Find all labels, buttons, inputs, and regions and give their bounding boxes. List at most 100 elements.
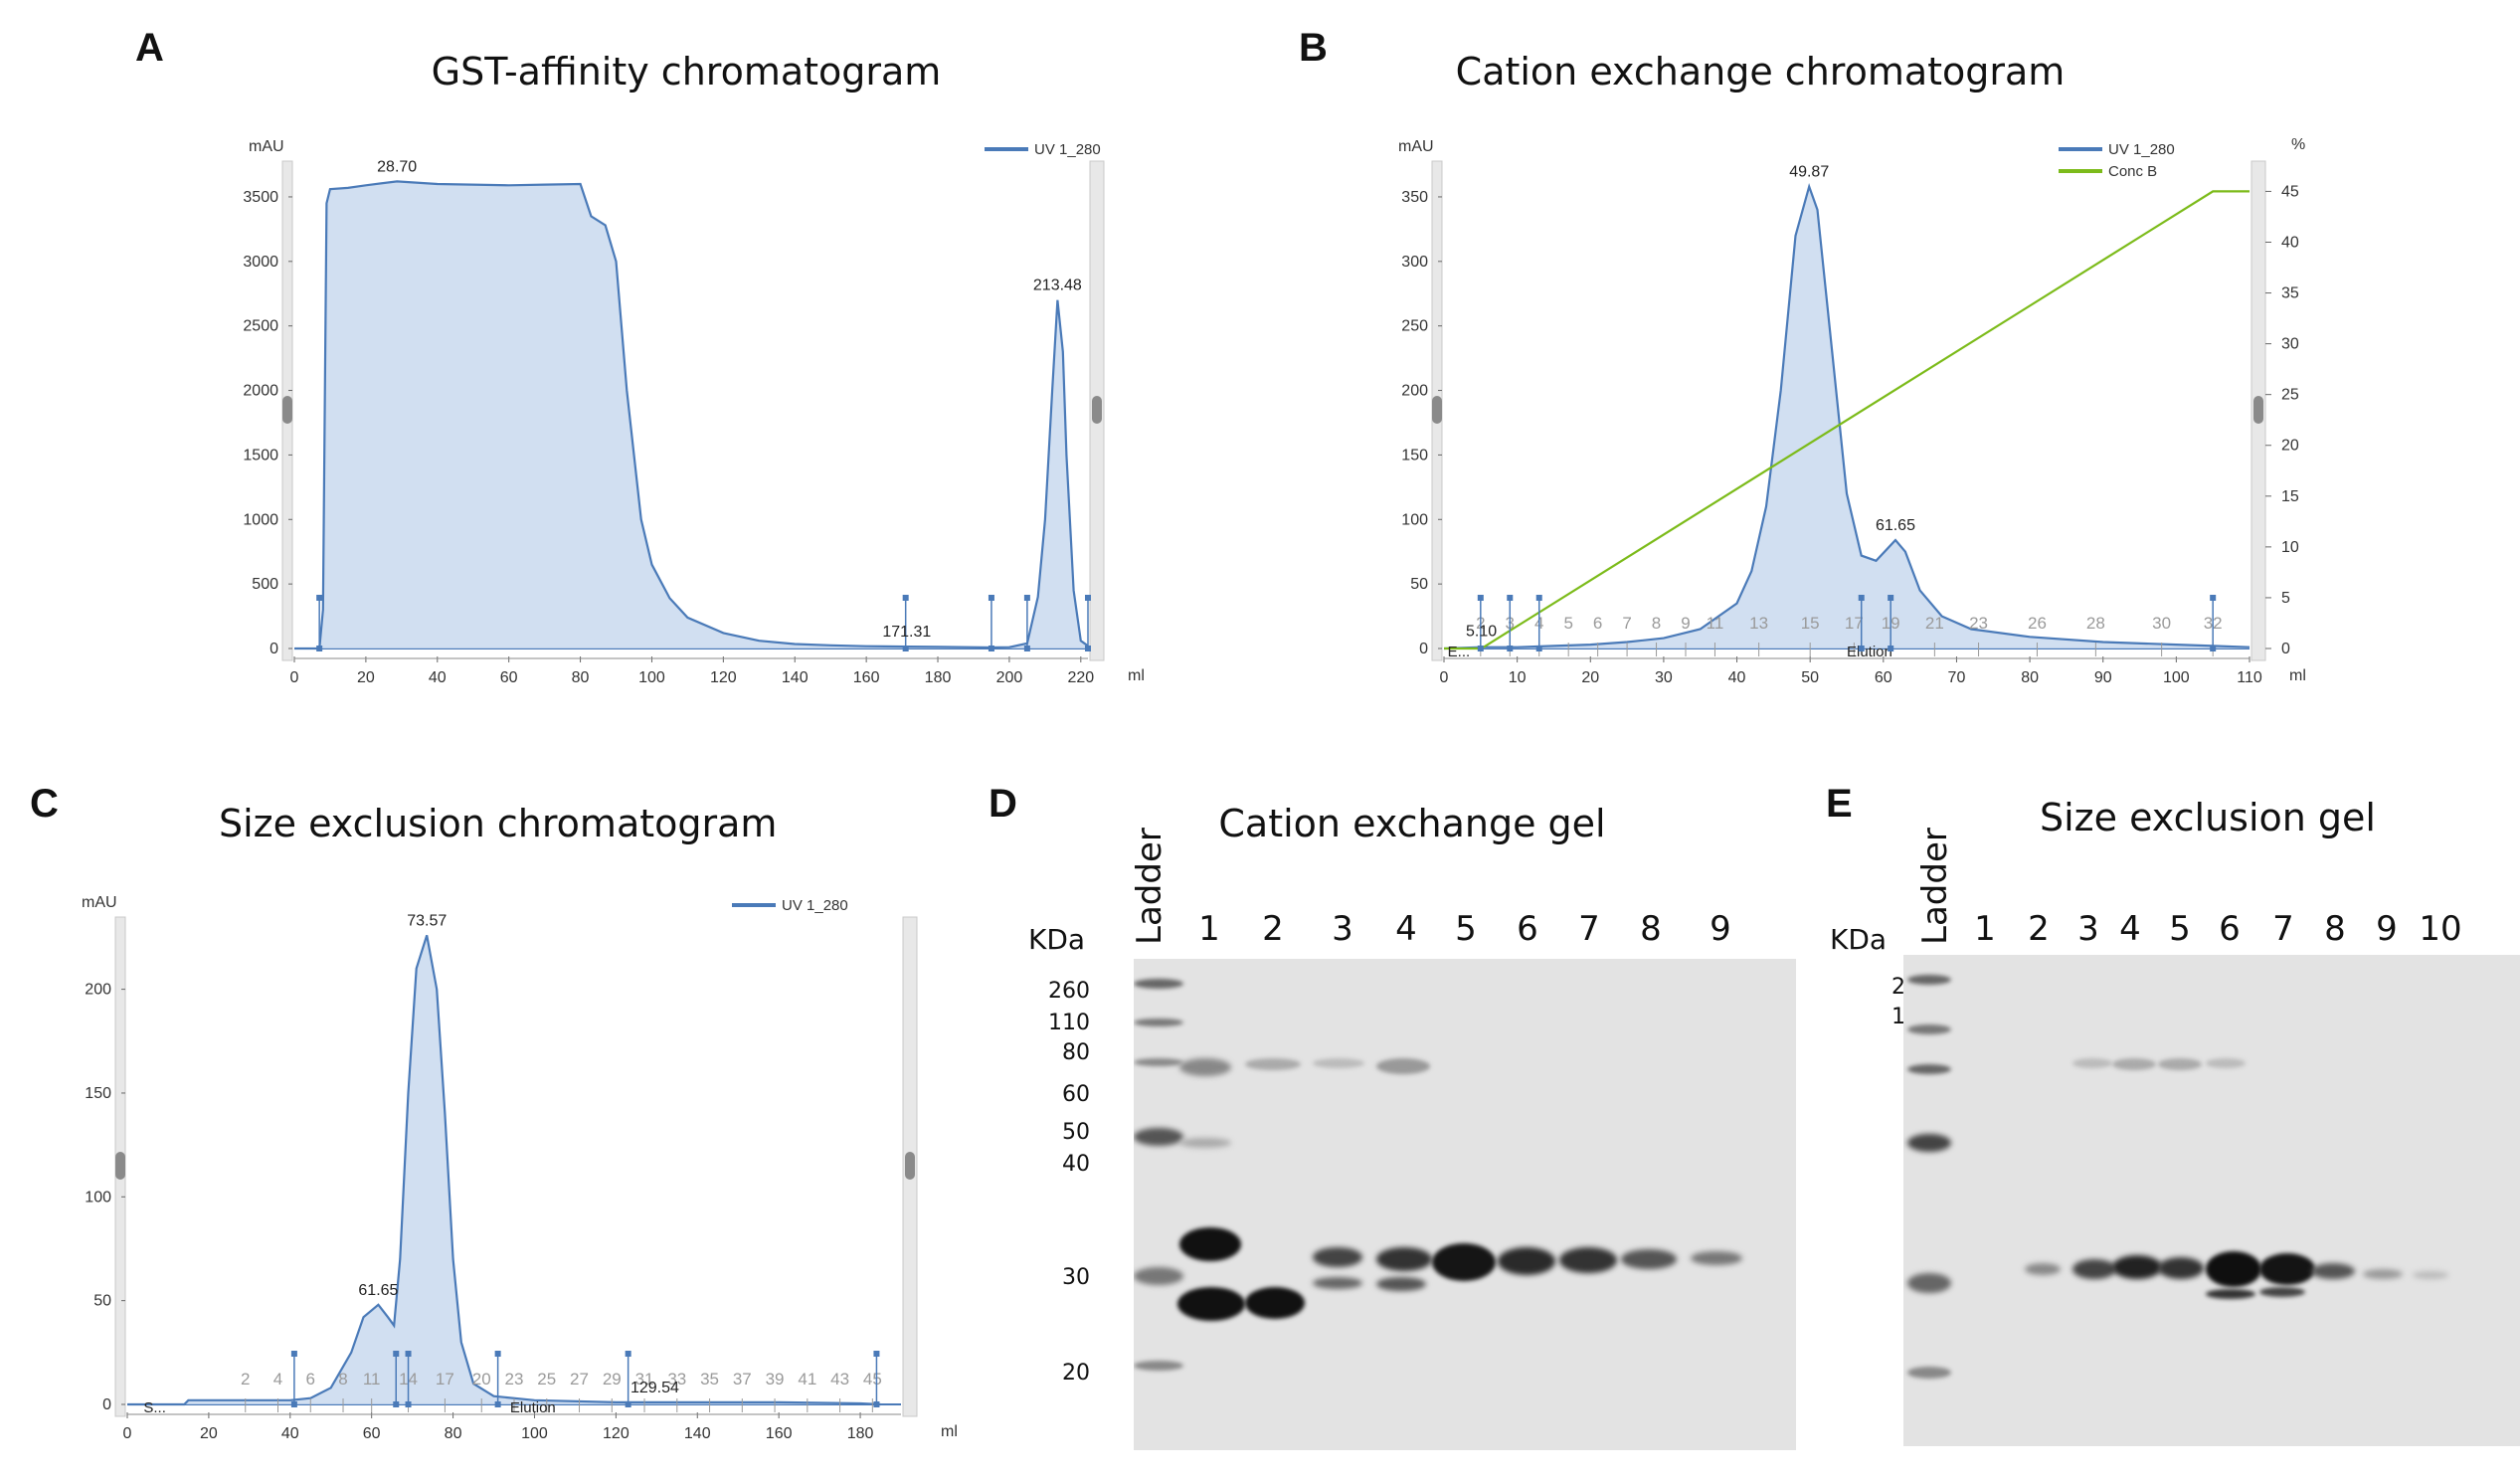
c-y-tick-label: 100	[85, 1189, 111, 1205]
a-pin-base	[316, 646, 323, 651]
b-pin-base	[1858, 646, 1865, 651]
b-peak-label: 49.87	[1789, 164, 1829, 181]
a-y-tick-label: 500	[252, 576, 278, 593]
b-y-tick-label: 0	[1419, 641, 1428, 657]
c-fraction-label: 27	[570, 1370, 589, 1389]
c-series-area-0	[127, 935, 881, 1404]
gel-e-unit-label: KDa	[1830, 923, 1888, 956]
b-y-tick-label: 200	[1401, 383, 1428, 400]
gel-d-band	[1134, 1361, 1183, 1371]
panel-title-b: Cation exchange chromatogram	[1455, 50, 2066, 93]
c-fraction-label: 43	[830, 1370, 849, 1389]
a-right-handle-icon	[1092, 396, 1102, 424]
b-pin-head	[2210, 595, 2217, 601]
c-event-label: Elution	[510, 1399, 556, 1416]
b-x-tick-label: 10	[1509, 669, 1527, 686]
gel-d-kda-label: 110	[1048, 1011, 1090, 1035]
b-y-tick-label: 250	[1401, 318, 1428, 335]
a-peak-label: 213.48	[1033, 278, 1082, 294]
c-fraction-label: 2	[241, 1370, 250, 1389]
gel-d-band	[1245, 1287, 1305, 1319]
c-pin-head	[625, 1351, 631, 1357]
c-fraction-label: 35	[700, 1370, 719, 1389]
b-y2-tick-label: 5	[2281, 590, 2290, 607]
gel-d-band	[1691, 1251, 1742, 1265]
c-fraction-label: 20	[472, 1370, 491, 1389]
gel-e-band	[2112, 1058, 2156, 1070]
chromatogram-c: mAU ml 0 50 100 150 200 0 20 40 60 80 100 120 140 160 18…	[82, 894, 958, 1442]
a-pin-head	[316, 595, 323, 601]
panel-title-c: Size exclusion chromatogram	[219, 802, 778, 845]
gel-d-band	[1432, 1243, 1496, 1281]
gel-d-kda-label: 80	[1062, 1040, 1090, 1065]
a-series-area-0	[294, 181, 1088, 648]
b-y2-tick-label: 0	[2281, 641, 2290, 657]
b-y-tick-label: 50	[1410, 576, 1428, 593]
gel-d-ladder-label: Ladder	[1130, 828, 1170, 945]
b-fraction-label: 30	[2152, 614, 2171, 633]
c-peak-label: 73.57	[407, 912, 447, 929]
b-y2-tick-label: 40	[2281, 234, 2299, 251]
b-fraction-label: 6	[1593, 614, 1602, 633]
c-x-tick-label: 160	[766, 1425, 793, 1442]
b-y2-tick-label: 30	[2281, 336, 2299, 353]
c-x-tick-label: 100	[521, 1425, 548, 1442]
gel-d-lane-label: 4	[1395, 909, 1417, 949]
b-event-label: Elution	[1847, 644, 1892, 660]
a-pin-base	[1023, 646, 1030, 651]
b-pin-base	[1535, 646, 1542, 651]
b-x-tick-label: 50	[1801, 669, 1819, 686]
a-pin-head	[988, 595, 994, 601]
c-x-tick-label: 40	[281, 1425, 299, 1442]
b-pin-base	[1477, 646, 1484, 651]
b-x-tick-label: 20	[1581, 669, 1599, 686]
a-peak-label: 28.70	[377, 158, 417, 175]
gel-d-band	[1621, 1249, 1677, 1269]
a-x-tick-label: 20	[357, 669, 375, 686]
b-peak-label: 61.65	[1876, 517, 1915, 534]
c-pin-base	[873, 1401, 880, 1407]
panel-letter-a: A	[135, 26, 164, 70]
c-fraction-label: 4	[273, 1370, 282, 1389]
b-y2-tick-label: 45	[2281, 183, 2299, 200]
gel-d-image	[1134, 959, 1796, 1450]
a-y-tick-label: 1500	[243, 447, 278, 463]
a-x-tick-label: 120	[710, 669, 737, 686]
b-y-tick-label: 350	[1401, 189, 1428, 206]
gel-e-band	[2311, 1263, 2355, 1279]
a-legend-label: UV 1_280	[1034, 141, 1101, 158]
panel-letter-b: B	[1299, 26, 1328, 70]
a-x-tick-label: 220	[1067, 669, 1094, 686]
gel-e-band	[2072, 1259, 2116, 1279]
gel-e-band	[1907, 975, 1951, 985]
gel-e-lane-label: 6	[2219, 909, 2241, 949]
gel-e-band	[2025, 1263, 2061, 1275]
gel-d-unit-label: KDa	[1028, 923, 1086, 956]
gel-d-kda-label: 60	[1062, 1082, 1090, 1107]
b-y-tick-label: 100	[1401, 511, 1428, 528]
b-pin-head	[1858, 595, 1865, 601]
b-series-line-0	[1443, 182, 2250, 650]
b-right-handle-icon	[2253, 396, 2263, 424]
c-peak-label: 61.65	[358, 1282, 398, 1299]
gel-e-band	[1907, 1134, 1951, 1152]
b-pin-head	[1477, 595, 1484, 601]
a-x-tick-label: 40	[429, 669, 447, 686]
c-y-tick-label: 0	[102, 1396, 111, 1413]
c-x-tick-label: 120	[603, 1425, 630, 1442]
c-fraction-label: 25	[537, 1370, 556, 1389]
b-y-tick-label: 300	[1401, 254, 1428, 271]
gel-d-lane-label: 3	[1332, 909, 1353, 949]
gel-e-lane-label: 1	[1974, 909, 1996, 949]
a-y-tick-label: 0	[270, 641, 278, 657]
gel-d-band	[1376, 1277, 1426, 1291]
c-pin-head	[405, 1351, 412, 1357]
gel-d-lane-label: 8	[1640, 909, 1662, 949]
a-pin-base	[1085, 646, 1091, 651]
c-fraction-label: 39	[766, 1370, 785, 1389]
c-series-line-0	[127, 934, 881, 1406]
gel-d-band	[1134, 1019, 1183, 1026]
b-y2-tick-label: 25	[2281, 387, 2299, 404]
a-pin-base	[988, 646, 994, 651]
